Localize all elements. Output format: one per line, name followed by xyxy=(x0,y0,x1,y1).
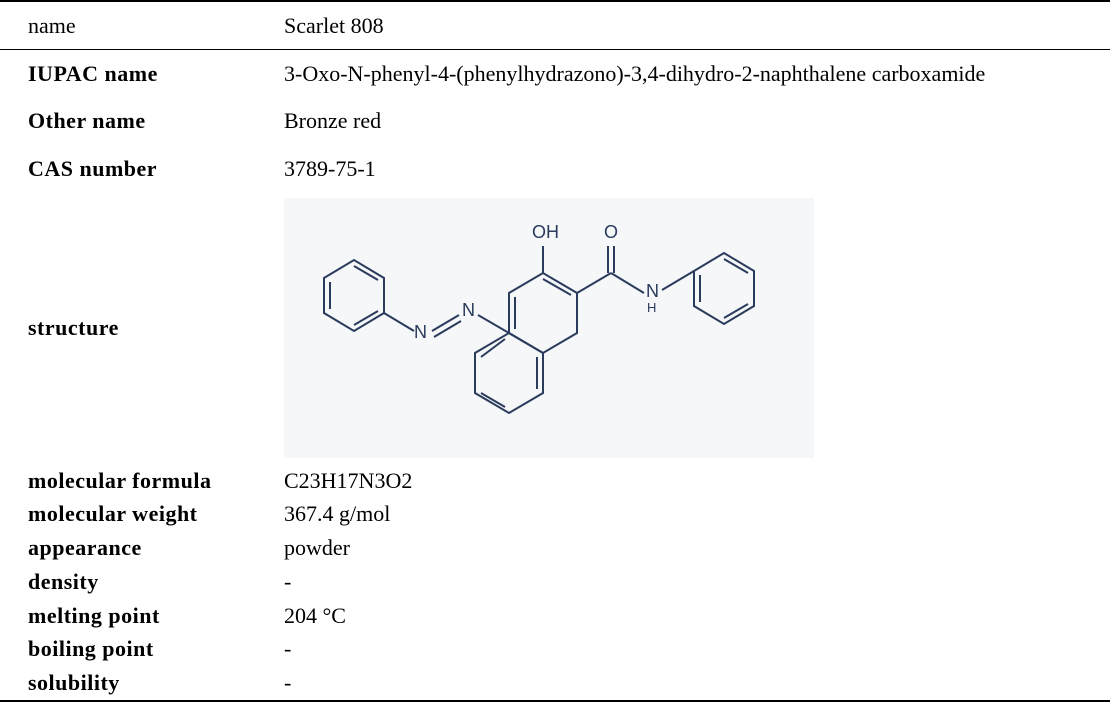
structure-label-o: O xyxy=(604,222,618,242)
structure-label-n1: N xyxy=(414,322,427,342)
row-key-other: Other name xyxy=(0,97,280,144)
table-row-structure: structure xyxy=(0,192,1110,464)
table-row: CAS number 3789-75-1 xyxy=(0,145,1110,192)
row-key-boiling: boiling point xyxy=(0,632,280,666)
row-val-structure: N N OH O N H xyxy=(280,192,1110,464)
row-val-density: - xyxy=(280,565,1110,599)
row-key-iupac: IUPAC name xyxy=(0,50,280,98)
table-row: molecular formula C23H17N3O2 xyxy=(0,464,1110,498)
row-val-solubility: - xyxy=(280,666,1110,701)
row-val-boiling: - xyxy=(280,632,1110,666)
structure-label-n2: N xyxy=(462,300,475,320)
row-val-appearance: powder xyxy=(280,531,1110,565)
row-key-density: density xyxy=(0,565,280,599)
row-key-weight: molecular weight xyxy=(0,497,280,531)
table-row: density - xyxy=(0,565,1110,599)
row-key-appearance: appearance xyxy=(0,531,280,565)
row-val-iupac: 3-Oxo-N-phenyl-4-(phenylhydrazono)-3,4-d… xyxy=(280,50,1110,98)
table-row: name Scarlet 808 xyxy=(0,1,1110,50)
row-key-name: name xyxy=(0,1,280,50)
structure-label-oh: OH xyxy=(532,222,559,242)
structure-label-h: H xyxy=(647,300,656,315)
chemical-properties-table: name Scarlet 808 IUPAC name 3-Oxo-N-phen… xyxy=(0,0,1110,702)
structure-diagram: N N OH O N H xyxy=(284,198,814,458)
row-key-cas: CAS number xyxy=(0,145,280,192)
row-val-formula: C23H17N3O2 xyxy=(280,464,1110,498)
row-val-weight: 367.4 g/mol xyxy=(280,497,1110,531)
table-row: solubility - xyxy=(0,666,1110,701)
row-val-melting: 204 °C xyxy=(280,599,1110,633)
structure-svg: N N OH O N H xyxy=(284,198,814,458)
row-key-melting: melting point xyxy=(0,599,280,633)
table-row: IUPAC name 3-Oxo-N-phenyl-4-(phenylhydra… xyxy=(0,50,1110,98)
row-val-cas: 3789-75-1 xyxy=(280,145,1110,192)
row-key-formula: molecular formula xyxy=(0,464,280,498)
table-row: melting point 204 °C xyxy=(0,599,1110,633)
table-row: molecular weight 367.4 g/mol xyxy=(0,497,1110,531)
structure-label-nh: N xyxy=(646,281,659,301)
table-row: boiling point - xyxy=(0,632,1110,666)
row-key-structure: structure xyxy=(0,192,280,464)
row-val-name: Scarlet 808 xyxy=(280,1,1110,50)
row-key-solubility: solubility xyxy=(0,666,280,701)
table-row: Other name Bronze red xyxy=(0,97,1110,144)
table-row: appearance powder xyxy=(0,531,1110,565)
row-val-other: Bronze red xyxy=(280,97,1110,144)
